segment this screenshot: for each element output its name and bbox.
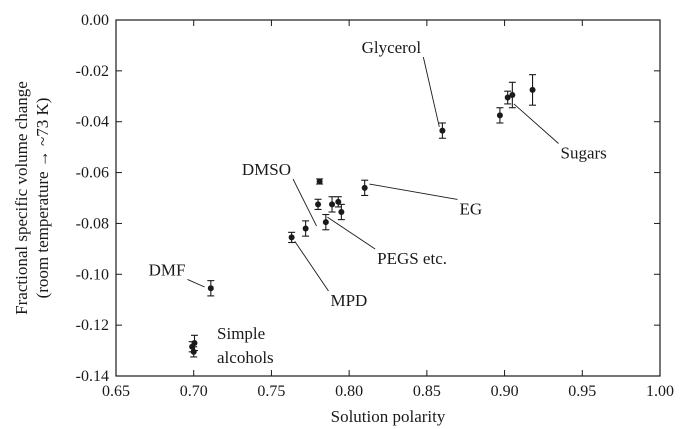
x-tick-label: 1.00 — [646, 383, 674, 400]
annotations: Glycerol Sugars DMSO EG PEGS etc. DMF MPD Simpl… — [149, 38, 607, 367]
annotation-label: Glycerol — [362, 38, 422, 57]
y-tick-label: -0.04 — [76, 114, 109, 131]
data-point — [337, 203, 345, 221]
data-point — [504, 90, 512, 105]
data-point — [302, 220, 310, 237]
data-point — [334, 196, 342, 208]
data-point — [190, 334, 198, 352]
plot-frame — [115, 19, 661, 377]
annotation-leader-line — [422, 56, 440, 127]
point-marker — [288, 234, 295, 241]
annotation-label: Simple — [217, 324, 265, 343]
x-tick-label: 0.75 — [257, 383, 285, 400]
x-tick-label: 0.85 — [413, 383, 441, 400]
annotation-leader-line — [187, 279, 205, 288]
point-marker — [529, 86, 536, 93]
x-tick-label: 0.65 — [102, 383, 130, 400]
data-point — [288, 231, 296, 244]
point-marker — [316, 178, 323, 185]
point-marker — [315, 201, 322, 208]
y-tick-label: -0.12 — [76, 317, 109, 334]
data-point — [328, 196, 336, 213]
point-marker — [504, 94, 511, 101]
y-tick-label: -0.14 — [76, 368, 109, 385]
x-axis-label: Solution polarity — [331, 407, 446, 426]
point-marker — [361, 184, 368, 191]
data-point — [207, 280, 215, 297]
point-marker — [439, 127, 446, 134]
data-points — [188, 74, 537, 358]
data-point — [316, 178, 324, 185]
annotation-label: EG — [459, 199, 482, 218]
data-point — [529, 74, 537, 106]
annotation-label: Sugars — [561, 144, 607, 163]
y-tick-label: -0.02 — [76, 63, 109, 80]
annotation-leader-line — [294, 240, 329, 292]
annotation-leader-line — [369, 183, 458, 200]
annotation-leader-line — [327, 216, 376, 250]
annotation-label: DMSO — [242, 160, 291, 179]
annotation-leader-line — [292, 178, 317, 227]
y-tick-label: 0.00 — [81, 12, 109, 29]
axis-ticks: 0.65 0.70 0.75 0.80 0.85 0.90 0.95 1.00 0.00 -0.0… — [76, 12, 674, 400]
x-tick-label: 0.80 — [335, 383, 363, 400]
data-point — [314, 198, 322, 210]
point-marker — [191, 339, 198, 346]
x-tick-label: 0.70 — [180, 383, 208, 400]
point-marker — [509, 92, 516, 99]
point-marker — [338, 208, 345, 215]
x-tick-label: 0.90 — [491, 383, 519, 400]
annotation-label: MPD — [330, 291, 367, 310]
data-point — [322, 213, 330, 231]
point-marker — [207, 285, 214, 292]
annotation-leader-line — [513, 103, 559, 144]
point-marker — [335, 198, 342, 205]
annotation-label: alcohols — [217, 348, 274, 367]
annotation-label: DMF — [149, 260, 186, 279]
data-point — [496, 107, 504, 124]
point-marker — [329, 201, 336, 208]
annotation-label: PEGS etc. — [377, 249, 447, 268]
x-tick-label: 0.95 — [568, 383, 596, 400]
data-point — [361, 179, 369, 197]
data-point — [438, 122, 446, 139]
point-marker — [302, 225, 309, 232]
y-axis-label-line-1: Fractional specific volume change — [12, 81, 31, 315]
y-axis-label-line-2: (room temperature → ~73 K) — [33, 98, 52, 299]
y-tick-label: -0.06 — [76, 165, 109, 182]
data-point — [508, 81, 516, 109]
point-marker — [496, 112, 503, 119]
y-tick-label: -0.10 — [76, 266, 109, 283]
point-marker — [190, 348, 197, 355]
y-tick-label: -0.08 — [76, 215, 109, 232]
point-marker — [322, 219, 329, 226]
